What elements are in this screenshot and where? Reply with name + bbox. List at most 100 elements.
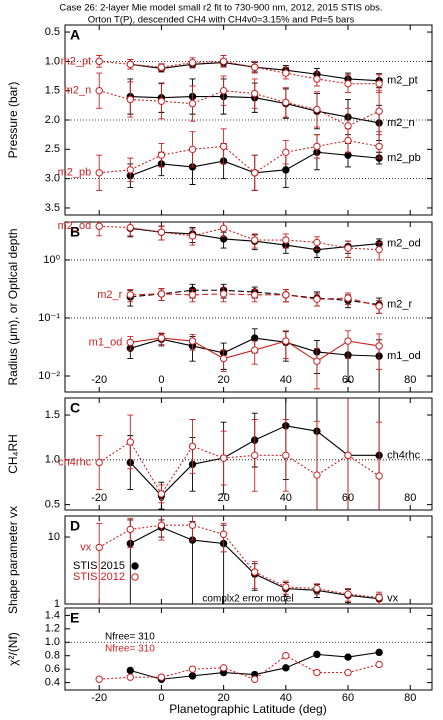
data-point — [95, 458, 103, 467]
data-point — [219, 86, 228, 95]
data-point — [282, 236, 290, 244]
y-tick-label: 0.5 — [45, 26, 60, 38]
series-label: ch4rhc — [387, 449, 421, 461]
x-tick-label: 0 — [158, 692, 164, 704]
data-point — [282, 148, 290, 156]
data-point — [126, 166, 135, 174]
data-point — [157, 673, 166, 681]
data-point — [219, 290, 228, 298]
series-line — [130, 293, 380, 307]
panel-letter: A — [70, 27, 80, 43]
data-point — [251, 89, 259, 98]
y-tick-label: 1.2 — [45, 623, 60, 635]
x-tick-label: 0 — [158, 374, 164, 386]
plot-area — [95, 222, 383, 392]
data-point — [219, 224, 228, 233]
y-tick-label: 10⁰ — [43, 254, 60, 266]
legend-marker — [131, 573, 139, 581]
data-point — [95, 222, 103, 230]
annotation: Nfree= 310 — [105, 632, 155, 643]
panel-frame — [64, 607, 433, 691]
data-point — [313, 75, 321, 83]
data-point — [344, 136, 352, 145]
series-line — [99, 90, 380, 127]
legend-marker — [131, 562, 139, 570]
data-point — [375, 245, 383, 254]
data-point — [313, 357, 321, 365]
x-tick-label: 40 — [280, 374, 292, 386]
y-tick-label: 0.6 — [45, 663, 60, 675]
data-point — [282, 291, 290, 299]
data-point — [251, 346, 259, 354]
data-point — [188, 99, 197, 108]
legend-label: STIS 2012 — [73, 571, 125, 583]
y-tick-label: 1.0 — [45, 636, 60, 648]
data-point — [188, 232, 197, 240]
y-tick-label: 3.0 — [45, 173, 60, 185]
y-tick-label: 2.5 — [45, 143, 60, 155]
data-point — [157, 334, 166, 342]
panel-frame — [64, 397, 433, 511]
plot-area — [95, 516, 383, 604]
data-point — [219, 530, 228, 538]
x-tick-label: -20 — [91, 692, 107, 704]
error-bar — [376, 333, 383, 370]
data-point — [282, 337, 290, 345]
data-point — [251, 291, 259, 299]
data-point — [375, 342, 383, 350]
plot-area — [95, 55, 383, 191]
data-point — [375, 593, 383, 602]
error-bar — [96, 522, 103, 604]
series-label: m1_od — [387, 350, 421, 362]
series-line — [130, 289, 380, 306]
data-point — [344, 294, 352, 302]
y-axis-label: Pressure (bar) — [6, 82, 20, 159]
data-point — [188, 145, 197, 154]
data-point — [375, 142, 383, 151]
x-tick-label: 40 — [280, 492, 292, 504]
y-tick-label: 1.5 — [45, 85, 60, 97]
y-tick-label: 1 — [54, 598, 60, 610]
data-point — [219, 57, 228, 66]
data-point — [282, 583, 290, 591]
data-point — [282, 98, 290, 107]
chart-title: Case 26: 2-layer Mie model small r2 fit … — [59, 3, 382, 14]
data-point — [95, 169, 103, 177]
y-tick-label: 0.4 — [45, 677, 60, 689]
y-tick-label: 0.5 — [45, 499, 60, 511]
data-point — [282, 166, 290, 174]
series-line — [99, 655, 380, 680]
data-point — [126, 666, 135, 675]
y-tick-label: 1.4 — [45, 609, 60, 621]
x-tick-label: 40 — [280, 692, 292, 704]
data-point — [188, 521, 197, 529]
x-tick-label: 80 — [404, 692, 416, 704]
data-point — [95, 86, 103, 95]
data-point — [375, 472, 383, 480]
series-label: vx — [387, 593, 399, 605]
error-bar — [313, 347, 320, 390]
data-point — [188, 672, 197, 680]
data-point — [375, 660, 383, 669]
data-point — [126, 338, 135, 347]
data-point — [344, 451, 352, 460]
data-point — [95, 57, 103, 66]
data-point — [157, 290, 166, 298]
data-point — [157, 97, 166, 105]
series-label: m2_pt — [61, 55, 92, 67]
data-point — [157, 228, 166, 236]
y-tick-label: 1.0 — [45, 55, 60, 67]
x-tick-label: -20 — [91, 492, 107, 504]
data-point — [313, 105, 321, 114]
data-point — [126, 60, 135, 68]
data-point — [219, 664, 228, 672]
plot-area — [95, 648, 383, 683]
data-point — [251, 236, 259, 244]
series-label: m2_n — [387, 117, 415, 129]
chart-subtitle: Orton T(P), descended CH4 with CH4v0=3.1… — [88, 15, 355, 26]
y-tick-label: 2.0 — [45, 114, 60, 126]
data-point — [282, 451, 290, 460]
data-point — [313, 584, 321, 593]
data-point — [313, 238, 321, 247]
